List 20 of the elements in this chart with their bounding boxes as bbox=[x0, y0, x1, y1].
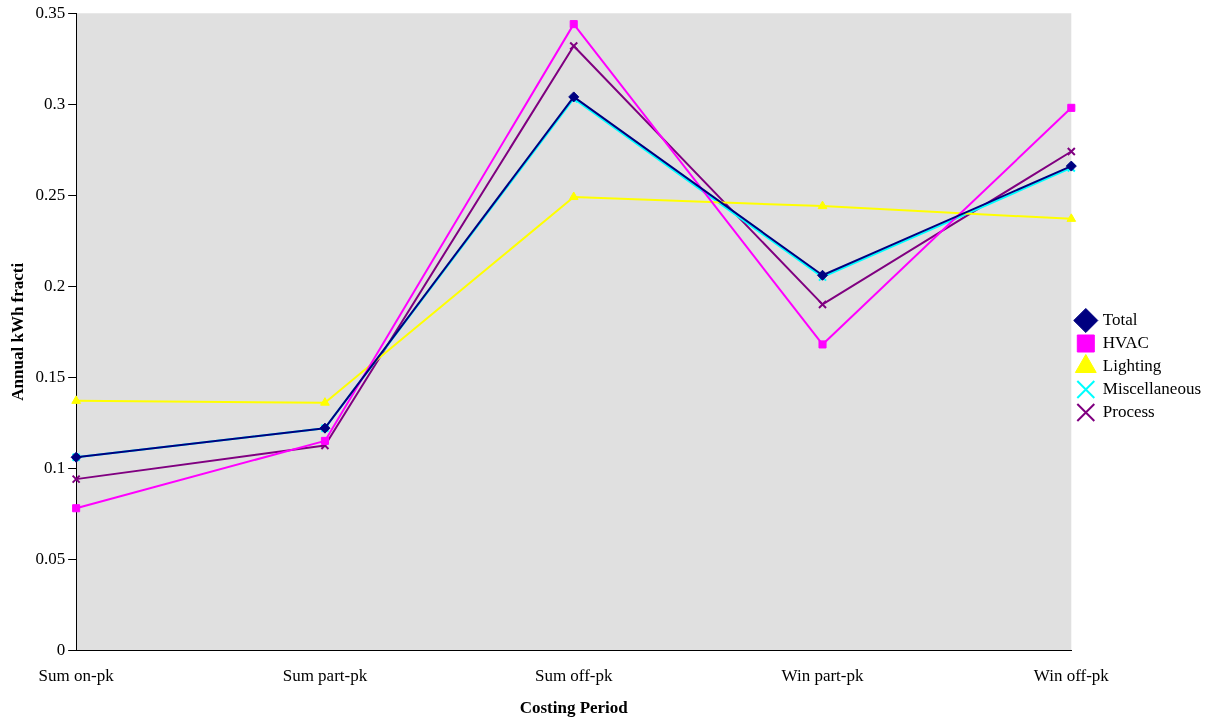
y-tick-label: 0.25 bbox=[35, 184, 66, 204]
y-tick-label: 0.05 bbox=[35, 548, 66, 568]
y-tick-label: 0.35 bbox=[35, 2, 66, 22]
y-axis-title: Annual kWh fracti bbox=[7, 262, 27, 401]
y-tick-label: 0.3 bbox=[43, 93, 66, 113]
y-tick-label: 0 bbox=[56, 639, 66, 659]
x-tick-label: Sum off-pk bbox=[534, 665, 614, 685]
legend-label: HVAC bbox=[1102, 332, 1149, 352]
y-tick-label: 0.2 bbox=[43, 275, 66, 295]
legend-label: Total bbox=[1102, 309, 1138, 329]
x-tick-label: Sum part-pk bbox=[282, 665, 368, 685]
x-tick-label: Win off-pk bbox=[1033, 665, 1110, 685]
legend-label: Process bbox=[1102, 401, 1155, 421]
y-tick-label: 0.1 bbox=[43, 457, 66, 477]
legend-label: Miscellaneous bbox=[1102, 378, 1201, 398]
y-tick-label: 0.15 bbox=[35, 366, 66, 386]
x-axis-title: Costing Period bbox=[519, 698, 629, 718]
x-tick-label: Win part-pk bbox=[781, 665, 864, 685]
legend-label: Lighting bbox=[1102, 355, 1162, 375]
x-tick-label: Sum on-pk bbox=[38, 665, 115, 685]
